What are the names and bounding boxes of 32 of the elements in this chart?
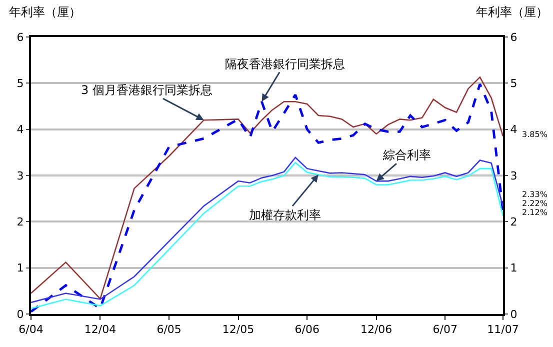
y2-tick-label: 5 <box>510 77 518 90</box>
x-tick-label: 12/05 <box>222 323 254 336</box>
annotation: 2.33% <box>522 190 548 199</box>
x-tick-label: 11/07 <box>487 323 519 336</box>
y2-tick-label: 6 <box>510 30 518 44</box>
annotation: 3.85% <box>522 130 548 139</box>
y-tick-label: 5 <box>16 77 24 90</box>
x-tick-label: 6/05 <box>156 323 182 336</box>
y2-tick-label: 4 <box>510 123 518 136</box>
annotation: 3 個月香港銀行同業拆息 <box>81 83 212 97</box>
y-tick-label: 3 <box>16 169 24 182</box>
annotation: 2.12% <box>522 208 548 217</box>
y-tick-label: 6 <box>16 30 24 44</box>
x-tick-label: 12/04 <box>84 323 116 336</box>
x-tick-label: 6/07 <box>432 323 458 336</box>
y2-axis-title: 年利率（厘） <box>476 5 548 19</box>
y2-tick-label: 3 <box>510 169 518 182</box>
y2-tick-label: 0 <box>510 308 518 321</box>
y-tick-label: 4 <box>16 123 24 136</box>
y-axis-title: 年利率（厘） <box>9 5 81 19</box>
y-tick-label: 0 <box>16 308 24 321</box>
annotation: 2.22% <box>522 199 548 208</box>
y-tick-label: 1 <box>16 262 24 275</box>
annotation: 綜合利率 <box>382 148 431 162</box>
y2-tick-label: 1 <box>510 262 518 275</box>
x-tick-label: 6/04 <box>18 323 44 336</box>
annotation: 加權存款利率 <box>249 208 321 222</box>
y2-tick-label: 2 <box>510 216 518 229</box>
annotation: 隔夜香港銀行同業拆息 <box>225 57 345 71</box>
y-tick-label: 2 <box>16 216 24 229</box>
x-tick-label: 12/06 <box>360 323 392 336</box>
x-tick-label: 6/06 <box>294 323 320 336</box>
